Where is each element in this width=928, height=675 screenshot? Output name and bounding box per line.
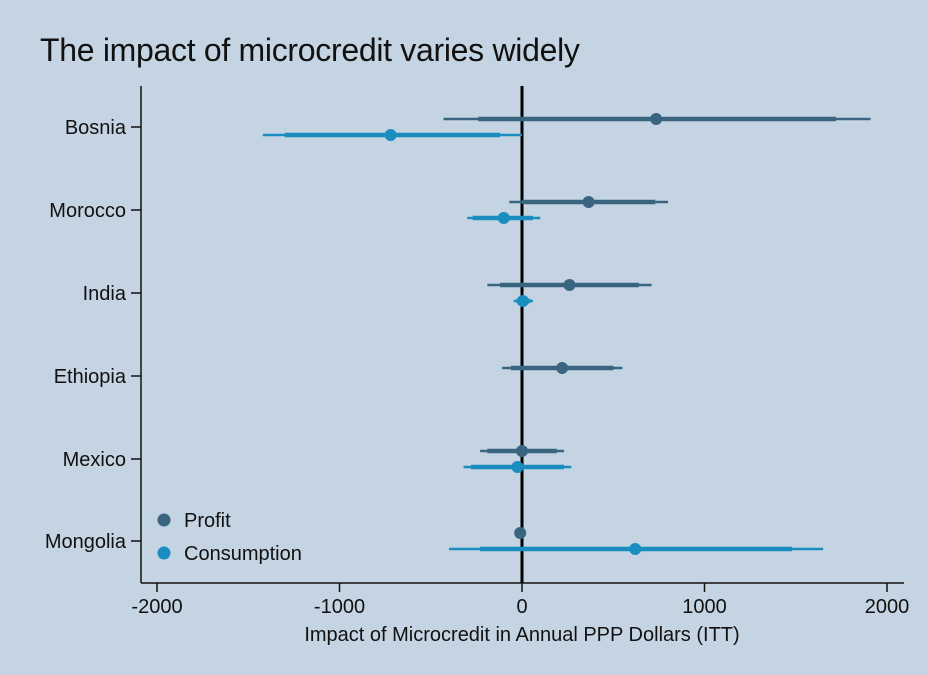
legend: Profit Consumption	[157, 510, 302, 565]
legend-label-consumption: Consumption	[184, 543, 302, 565]
bosnia-consumption-point	[384, 129, 397, 141]
x-tick-label: -1000	[314, 596, 365, 618]
india-profit-point	[563, 279, 576, 291]
x-ticks: -2000 -1000 0 1000 2000	[131, 583, 909, 618]
morocco-consumption-point	[497, 212, 510, 224]
data-marks	[262, 113, 871, 555]
category-label: India	[83, 283, 127, 305]
x-tick-label: -2000	[131, 596, 182, 618]
india-consumption-point	[516, 295, 529, 307]
category-label: Morocco	[49, 200, 126, 222]
category-label: Bosnia	[65, 117, 127, 139]
mexico-profit-point	[516, 445, 528, 457]
x-axis-title: Impact of Microcredit in Annual PPP Doll…	[304, 624, 739, 646]
x-tick-label: 1000	[682, 596, 727, 618]
series-profit	[443, 113, 871, 539]
category-label: Mexico	[63, 449, 126, 471]
morocco-profit-point	[582, 196, 595, 208]
chart-title: The impact of microcredit varies widely	[40, 32, 580, 68]
y-ticks: Bosnia Morocco India Ethiopia Mexico Mongolia	[45, 117, 141, 553]
mexico-consumption-point	[511, 461, 524, 473]
legend-marker-profit	[157, 513, 171, 527]
ethiopia-profit-point	[556, 362, 569, 374]
x-tick-label: 2000	[865, 596, 910, 618]
mongolia-profit-point	[514, 527, 527, 539]
series-consumption	[262, 129, 824, 555]
category-label: Ethiopia	[54, 366, 127, 388]
category-label: Mongolia	[45, 531, 127, 553]
bosnia-profit-point	[650, 113, 663, 125]
x-tick-label: 0	[516, 596, 527, 618]
mongolia-consumption-point	[629, 543, 642, 555]
legend-marker-consumption	[157, 546, 171, 560]
legend-label-profit: Profit	[184, 510, 231, 532]
